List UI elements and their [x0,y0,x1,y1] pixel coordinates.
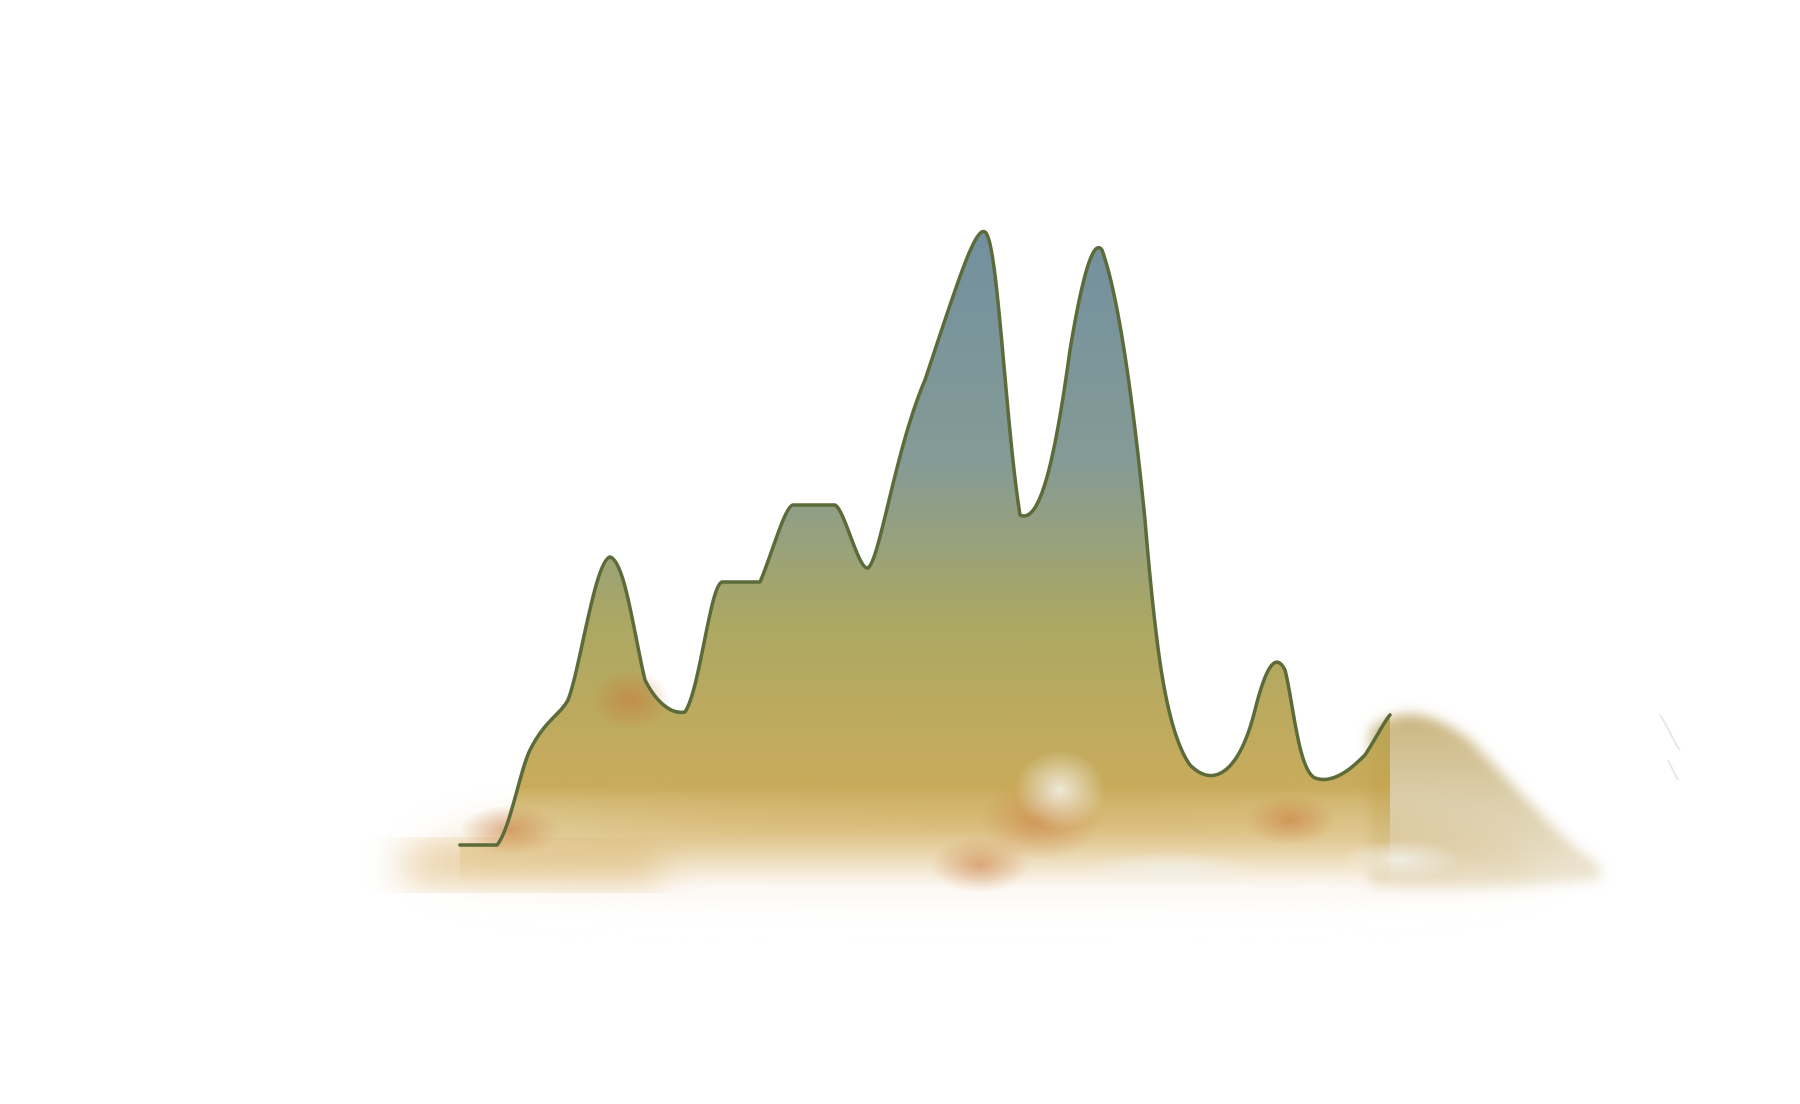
mist-highlight [1015,750,1105,830]
mountain-outline [458,229,1392,847]
mist-streak [1080,852,1260,888]
rust-wash-far-left [460,805,560,855]
brush-mark-2 [1667,759,1679,781]
mist-right [1340,840,1460,880]
brush-mark-1 [1659,714,1681,751]
rust-wash-left [590,670,670,730]
rust-wash-right [1245,795,1335,845]
mountain-range [460,231,1390,885]
rust-wash-lower [930,837,1030,893]
